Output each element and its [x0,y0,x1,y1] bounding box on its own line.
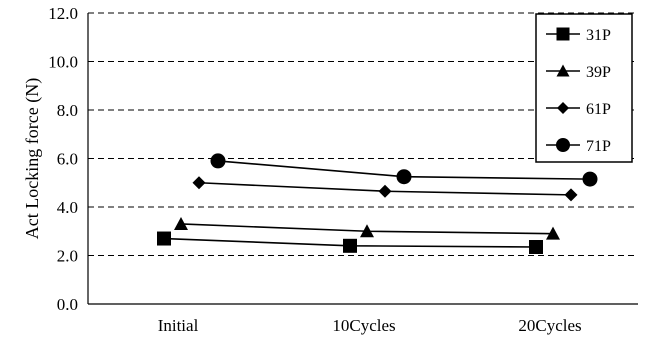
data-point [564,188,578,202]
data-point [396,169,412,185]
y-axis-label: Act Locking force (N) [22,78,43,239]
series-31P [157,231,543,255]
series-group [157,153,598,255]
data-point [582,171,598,187]
y-tick-label: 12.0 [48,4,78,23]
x-axis-ticks: Initial 10Cycles 20Cycles [158,316,582,335]
data-point [210,153,226,169]
series-61P [192,176,578,202]
data-point [529,240,543,255]
legend-marker [557,102,569,114]
y-tick-label: 2.0 [57,247,78,266]
data-point [378,184,392,198]
x-tick-label: Initial [158,316,199,335]
data-point [546,226,560,240]
y-axis-ticks: 0.0 2.0 4.0 6.0 8.0 10.0 12.0 [48,4,78,314]
data-point [343,238,357,253]
data-point [360,224,374,238]
x-tick-label: 20Cycles [518,316,581,335]
legend-marker [556,27,570,41]
y-tick-label: 10.0 [48,53,78,72]
legend-label: 71P [586,138,611,155]
plot-frame [87,13,638,305]
data-point [174,216,188,230]
x-tick-label: 10Cycles [332,316,395,335]
legend-box [535,13,633,163]
series-71P [210,153,598,187]
series-39P [174,216,560,240]
data-point [192,176,206,190]
data-point [157,231,171,246]
legend-marker [556,64,570,77]
legend-marker [556,138,570,152]
legend: 31P 39P 61P 71P [535,13,633,163]
legend-label: 39P [586,64,611,81]
y-tick-label: 0.0 [57,295,78,314]
gridlines [88,12,638,256]
legend-label: 31P [586,27,611,44]
y-tick-label: 6.0 [57,150,78,169]
legend-label: 61P [586,101,611,118]
y-tick-label: 4.0 [57,198,78,217]
y-tick-label: 8.0 [57,101,78,120]
